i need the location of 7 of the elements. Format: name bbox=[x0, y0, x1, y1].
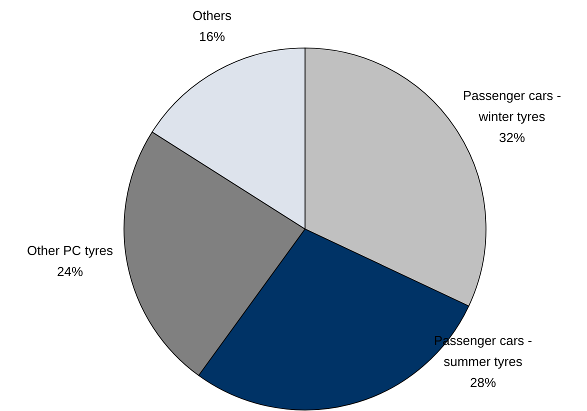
data-label: 32% bbox=[498, 130, 526, 145]
data-label: 24% bbox=[56, 264, 84, 279]
slice-label: Others bbox=[192, 8, 232, 23]
data-label: 28% bbox=[470, 375, 496, 390]
data-label: 16% bbox=[198, 29, 226, 44]
slice-label: Passenger cars - winter tyres bbox=[462, 88, 562, 124]
slice-label: Other PC tyres bbox=[27, 243, 114, 258]
